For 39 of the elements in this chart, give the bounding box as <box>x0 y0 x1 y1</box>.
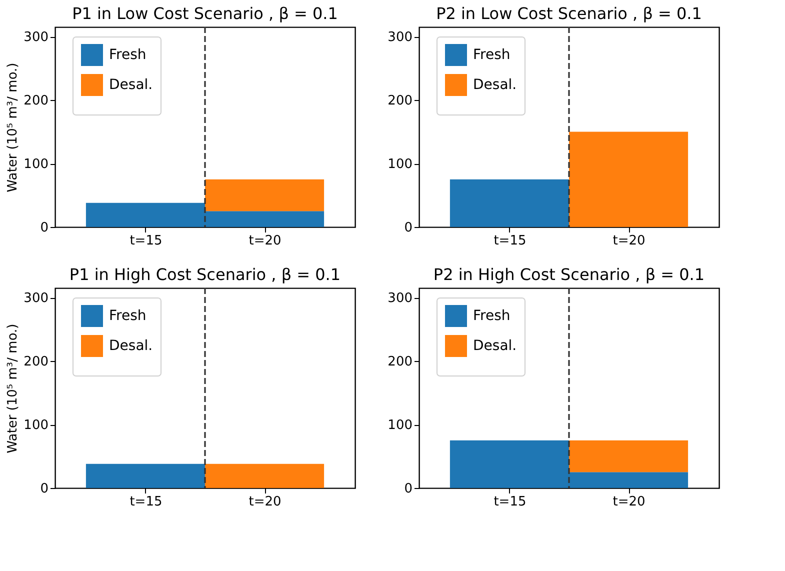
legend-label: Desal. <box>473 338 517 354</box>
y-tick-label: 0 <box>404 482 412 496</box>
chart-title: P2 in High Cost Scenario , β = 0.1 <box>433 265 705 284</box>
y-tick-label: 0 <box>40 220 48 236</box>
bar <box>205 179 324 212</box>
x-tick-label: t=20 <box>612 234 646 248</box>
y-tick-label: 100 <box>24 157 48 172</box>
y-tick-label: 300 <box>24 291 48 306</box>
y-tick-label: 300 <box>388 30 412 46</box>
y-tick-label: 300 <box>24 30 48 46</box>
legend-label: Fresh <box>473 47 510 63</box>
x-tick-label: t=20 <box>248 494 282 510</box>
y-tick-label: 200 <box>24 354 48 370</box>
y-tick-label: 200 <box>388 94 412 109</box>
legend-label: Desal. <box>109 77 153 93</box>
y-tick-label: 0 <box>40 482 48 496</box>
y-tick-label: 200 <box>24 94 48 109</box>
y-axis-title: Water (10⁵ m³/ mo.) <box>6 324 21 454</box>
legend-label: Fresh <box>473 308 510 324</box>
x-tick-label: t=15 <box>130 494 162 510</box>
x-tick-label: t=15 <box>130 234 162 248</box>
legend-label: Desal. <box>473 77 517 93</box>
x-tick-label: t=15 <box>494 234 526 248</box>
legend-label: Desal. <box>109 338 153 354</box>
legend-label: Fresh <box>109 47 146 63</box>
y-tick-label: 300 <box>388 291 412 306</box>
y-tick-label: 100 <box>24 418 48 434</box>
chart-title: P1 in High Cost Scenario , β = 0.1 <box>69 265 341 284</box>
legend-label: Fresh <box>109 308 146 324</box>
y-tick-label: 0 <box>404 220 412 236</box>
y-tick-label: 100 <box>388 418 412 434</box>
chart-title: P1 in Low Cost Scenario , β = 0.1 <box>72 4 338 24</box>
y-axis-title: Water (10⁵ m³/ mo.) <box>6 62 21 192</box>
y-tick-label: 100 <box>388 157 412 172</box>
x-tick-label: t=20 <box>248 234 282 248</box>
chart-title: P2 in Low Cost Scenario , β = 0.1 <box>436 4 702 24</box>
x-tick-label: t=20 <box>612 494 646 510</box>
y-tick-label: 200 <box>388 354 412 370</box>
x-tick-label: t=15 <box>494 494 526 510</box>
